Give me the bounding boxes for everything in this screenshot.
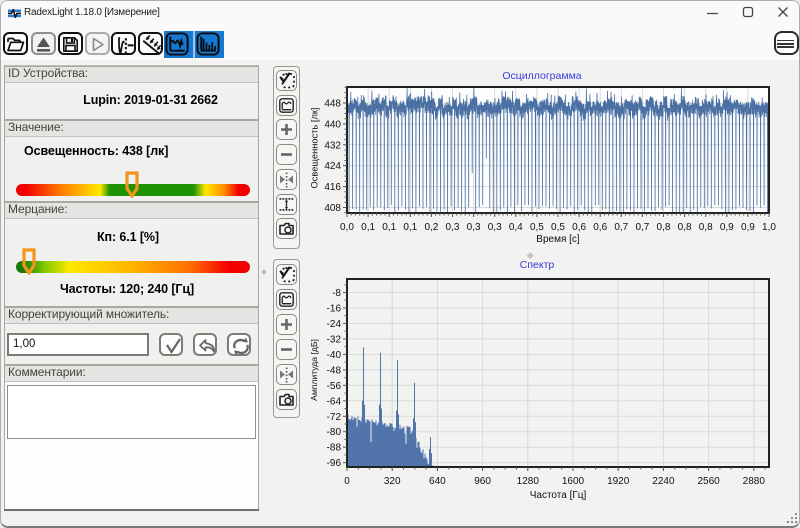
svg-text:0,3: 0,3 [446, 222, 460, 233]
svg-text:-56: -56 [327, 381, 342, 392]
svg-text:1600: 1600 [562, 476, 585, 487]
svg-text:2880: 2880 [743, 476, 766, 487]
svg-text:0,7: 0,7 [635, 222, 649, 233]
svg-text:440: 440 [324, 119, 341, 130]
svg-text:Спектр: Спектр [520, 259, 555, 271]
svg-text:0,1: 0,1 [382, 222, 396, 233]
svg-text:0,1: 0,1 [361, 222, 375, 233]
svg-text:Осциллограмма: Осциллограмма [502, 70, 581, 82]
svg-text:-96: -96 [327, 458, 342, 469]
svg-text:0,9: 0,9 [741, 222, 755, 233]
svg-text:-88: -88 [327, 443, 342, 454]
svg-text:-80: -80 [327, 427, 342, 438]
svg-text:960: 960 [474, 476, 491, 487]
svg-text:0,6: 0,6 [593, 222, 607, 233]
svg-text:424: 424 [324, 161, 341, 172]
svg-text:416: 416 [324, 182, 341, 193]
svg-text:Частота [Гц]: Частота [Гц] [530, 490, 587, 501]
svg-text:0,3: 0,3 [467, 222, 481, 233]
svg-text:Освещенность [лк]: Освещенность [лк] [310, 107, 320, 188]
svg-text:-24: -24 [327, 319, 342, 330]
svg-text:0,3: 0,3 [488, 222, 502, 233]
svg-text:-72: -72 [327, 412, 342, 423]
svg-text:640: 640 [429, 476, 446, 487]
svg-text:-8: -8 [332, 288, 341, 299]
svg-text:0,4: 0,4 [509, 222, 523, 233]
svg-text:408: 408 [324, 203, 341, 214]
svg-text:0,8: 0,8 [678, 222, 692, 233]
svg-text:-16: -16 [327, 304, 342, 315]
svg-text:448: 448 [324, 99, 341, 110]
svg-text:0,9: 0,9 [720, 222, 734, 233]
svg-text:0,6: 0,6 [572, 222, 586, 233]
svg-text:0,8: 0,8 [699, 222, 713, 233]
svg-text:2240: 2240 [652, 476, 675, 487]
svg-text:0,8: 0,8 [657, 222, 671, 233]
svg-text:432: 432 [324, 140, 341, 151]
svg-text:-32: -32 [327, 334, 342, 345]
svg-text:-40: -40 [327, 350, 342, 361]
svg-text:0,1: 0,1 [403, 222, 417, 233]
svg-text:Амплитуда [дБ]: Амплитуда [дБ] [309, 339, 319, 401]
svg-text:-48: -48 [327, 365, 342, 376]
svg-text:0,5: 0,5 [551, 222, 565, 233]
svg-text:0,2: 0,2 [424, 222, 438, 233]
svg-text:1,0: 1,0 [762, 222, 776, 233]
svg-text:1920: 1920 [607, 476, 630, 487]
svg-text:0: 0 [344, 476, 350, 487]
svg-text:320: 320 [384, 476, 401, 487]
svg-text:-64: -64 [327, 396, 342, 407]
svg-text:2560: 2560 [697, 476, 720, 487]
svg-text:0,5: 0,5 [530, 222, 544, 233]
svg-text:Время [с]: Время [с] [536, 234, 580, 245]
svg-text:1280: 1280 [517, 476, 540, 487]
svg-text:0,7: 0,7 [614, 222, 628, 233]
svg-text:0,0: 0,0 [340, 222, 354, 233]
